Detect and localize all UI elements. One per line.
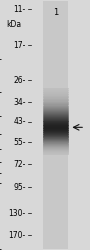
Text: 72-: 72-	[13, 160, 26, 169]
Text: 17-: 17-	[13, 41, 26, 50]
Text: 170-: 170-	[9, 231, 26, 240]
Text: 34-: 34-	[13, 98, 26, 107]
Text: 43-: 43-	[13, 117, 26, 126]
Text: 1: 1	[53, 8, 58, 18]
Text: 55-: 55-	[13, 138, 26, 146]
Text: kDa: kDa	[6, 20, 21, 29]
Text: 26-: 26-	[13, 76, 26, 85]
Text: 11-: 11-	[14, 5, 26, 14]
Bar	[43, 2, 68, 248]
Text: 95-: 95-	[13, 183, 26, 192]
Text: 130-: 130-	[9, 208, 26, 218]
